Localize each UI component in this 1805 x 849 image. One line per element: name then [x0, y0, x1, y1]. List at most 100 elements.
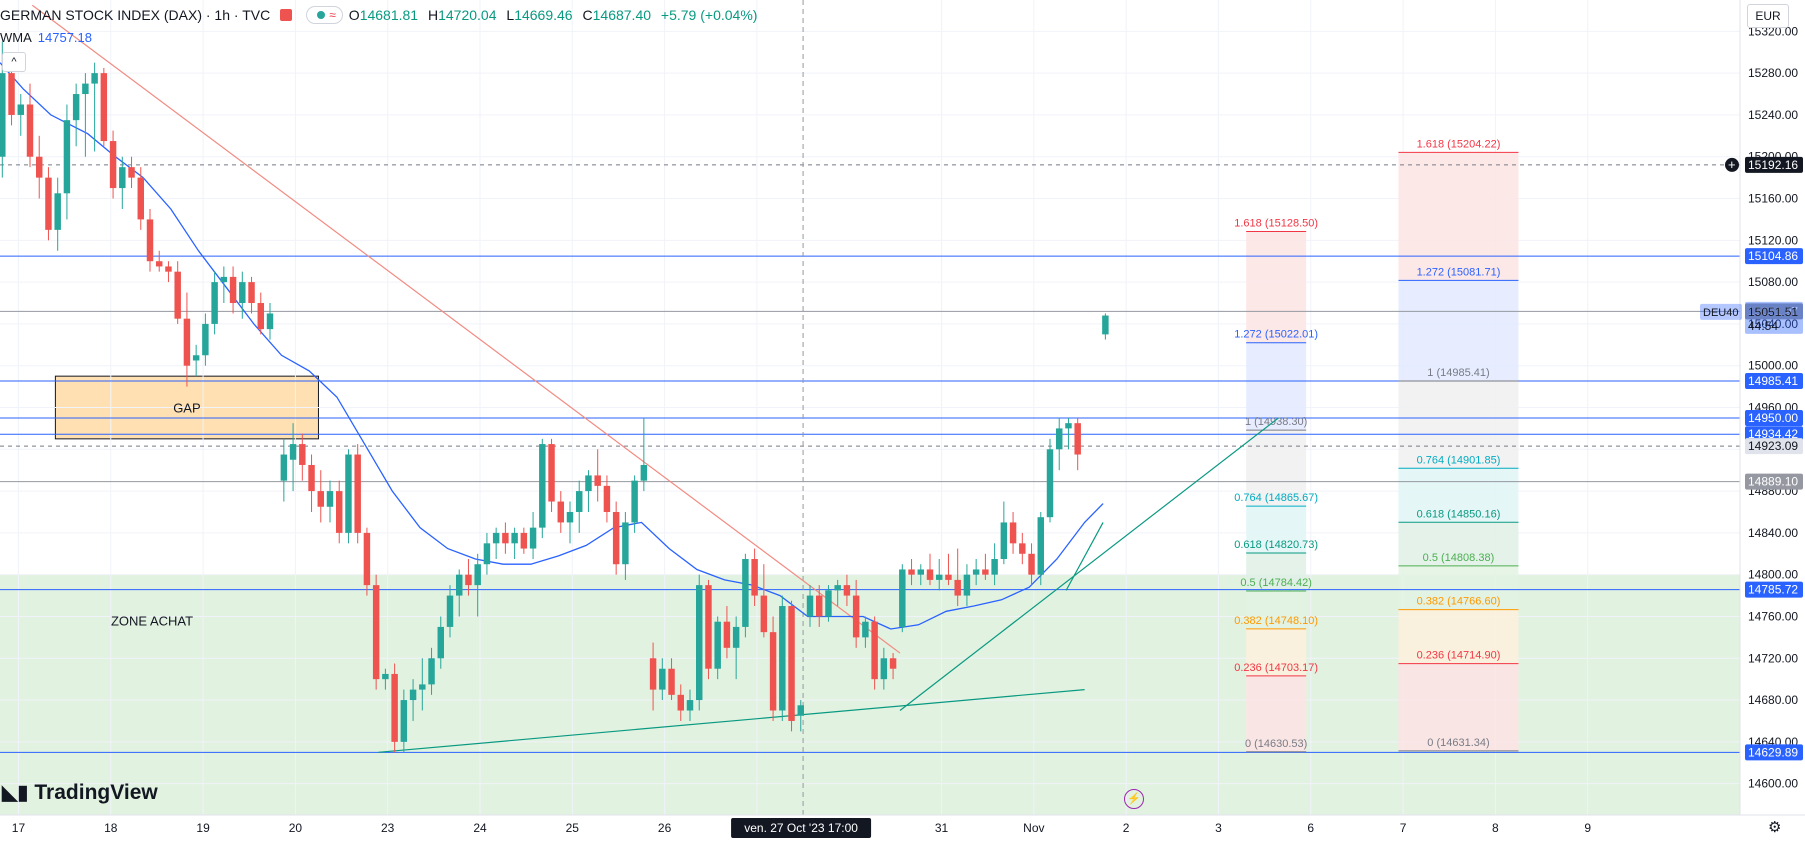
candle-up [640, 464, 648, 481]
collapse-legend-button[interactable]: ^ [2, 52, 26, 72]
candle-down [769, 632, 777, 711]
fib-level-label: 0 (14630.53) [1245, 738, 1307, 750]
x-tick-label: 23 [381, 821, 395, 835]
cursor-price-label: 15192.16 [1748, 158, 1798, 172]
axis-price-label: 14950.00 [1748, 411, 1798, 425]
y-tick-label: 15080.00 [1748, 275, 1798, 289]
candle-up [220, 276, 228, 283]
candle-up [963, 574, 971, 596]
fib-level-label: 0.764 (14901.85) [1417, 454, 1501, 466]
trend-line [899, 417, 1279, 711]
candle-up [825, 590, 832, 617]
candle-up [456, 574, 463, 596]
candle-down [1074, 423, 1081, 455]
candle-up [289, 444, 297, 460]
candle-up [474, 564, 481, 586]
fib-level-label: 0.382 (14748.10) [1234, 615, 1318, 627]
wave-icon: ≈ [329, 8, 336, 22]
candle-down [612, 511, 620, 565]
candle-up [326, 491, 334, 507]
symbol-title[interactable]: GERMAN STOCK INDEX (DAX) · 1h · TVC [0, 7, 271, 23]
candle-up [492, 532, 500, 544]
y-tick-label: 14800.00 [1748, 568, 1798, 582]
fib-level-label: 0.382 (14766.60) [1417, 596, 1501, 608]
candle-up [280, 454, 288, 481]
fib-band [1246, 430, 1307, 507]
candle-down [705, 585, 712, 669]
candle-up [211, 282, 218, 324]
candle-up [382, 673, 389, 680]
fib-level-label: 1.272 (15022.01) [1234, 329, 1318, 341]
y-tick-label: 14680.00 [1748, 693, 1798, 707]
ohlc-values: O14681.81 H14720.04 L14669.46 C14687.40 … [348, 7, 758, 23]
candle-up [899, 569, 906, 627]
candle-down [100, 73, 108, 142]
candle-up [345, 454, 352, 533]
candle-down [816, 595, 823, 617]
symbol-tag-bg [1700, 303, 1742, 320]
trend-line [1065, 522, 1104, 591]
fib-level-label: 1.272 (15081.71) [1417, 266, 1501, 278]
candle-up [192, 355, 200, 361]
candle-up [529, 527, 537, 549]
candle-down [723, 621, 731, 648]
candle-down [502, 532, 509, 544]
candle-up [202, 323, 209, 356]
currency-selector[interactable]: EUR [1747, 4, 1789, 28]
status-dot-icon [317, 11, 326, 19]
fib-level-label: 0.236 (14714.90) [1417, 650, 1501, 662]
x-tick-label: 6 [1307, 821, 1314, 835]
candle-down [926, 569, 934, 580]
fib-level-label: 0.618 (14820.73) [1234, 539, 1318, 551]
last-price-label: 15051.51 [1748, 305, 1798, 319]
x-tick-label: 7 [1400, 821, 1407, 835]
plus-icon-bg [1725, 157, 1739, 172]
candle-down [677, 694, 684, 711]
candle-up [483, 543, 491, 565]
axis-price-label-bg [1745, 473, 1803, 490]
cursor-price-label-bg [1745, 156, 1803, 173]
fib-level-label: 1.618 (15128.50) [1234, 217, 1318, 229]
x-tick-label: 24 [473, 821, 487, 835]
candle-up [742, 559, 749, 627]
fib-band [1398, 663, 1519, 751]
tradingview-logo: ◣▮ TradingView [2, 780, 158, 805]
symbol-tag: DEU40 [1703, 307, 1738, 319]
candle-down [594, 475, 601, 486]
candle-up [511, 532, 518, 544]
y-tick-label: 15240.00 [1748, 108, 1798, 122]
candle-down [299, 444, 306, 465]
fib-level-label: 0.5 (14784.42) [1240, 577, 1312, 589]
candle-up [54, 193, 61, 230]
candle-down [548, 444, 555, 502]
time-axis [0, 815, 1805, 849]
market-status-badge[interactable]: ≈ [306, 6, 343, 24]
candle-down [788, 606, 795, 721]
lightning-icon[interactable]: ⚡ [1124, 789, 1144, 809]
candle-down [843, 585, 851, 596]
candle-down [391, 673, 398, 742]
candle-down [183, 318, 191, 366]
fib-band [1246, 506, 1307, 554]
candle-down [871, 621, 878, 680]
flag-icon[interactable] [280, 9, 293, 21]
wma-legend[interactable]: WMA 14757.18 [0, 30, 92, 45]
axis-price-label-bg [1745, 409, 1803, 426]
countdown-label: 44:54 [1748, 319, 1778, 333]
x-tick-label: Nov [1023, 821, 1044, 835]
fib-band [1246, 231, 1307, 343]
axis-price-label: 14629.89 [1748, 745, 1798, 759]
x-tick-label: 19 [196, 821, 210, 835]
candle-up [686, 700, 694, 711]
candle-up [119, 167, 126, 189]
low-value: 14669.46 [514, 7, 573, 23]
candle-down [257, 303, 264, 330]
candle-down [174, 271, 181, 319]
fib-band [1246, 628, 1307, 676]
axis-price-label: 14923.09 [1748, 439, 1798, 453]
candle-up [17, 104, 24, 115]
fib-band [1398, 468, 1519, 523]
gear-icon[interactable]: ⚙ [1768, 819, 1782, 836]
fib-band [1398, 152, 1519, 281]
